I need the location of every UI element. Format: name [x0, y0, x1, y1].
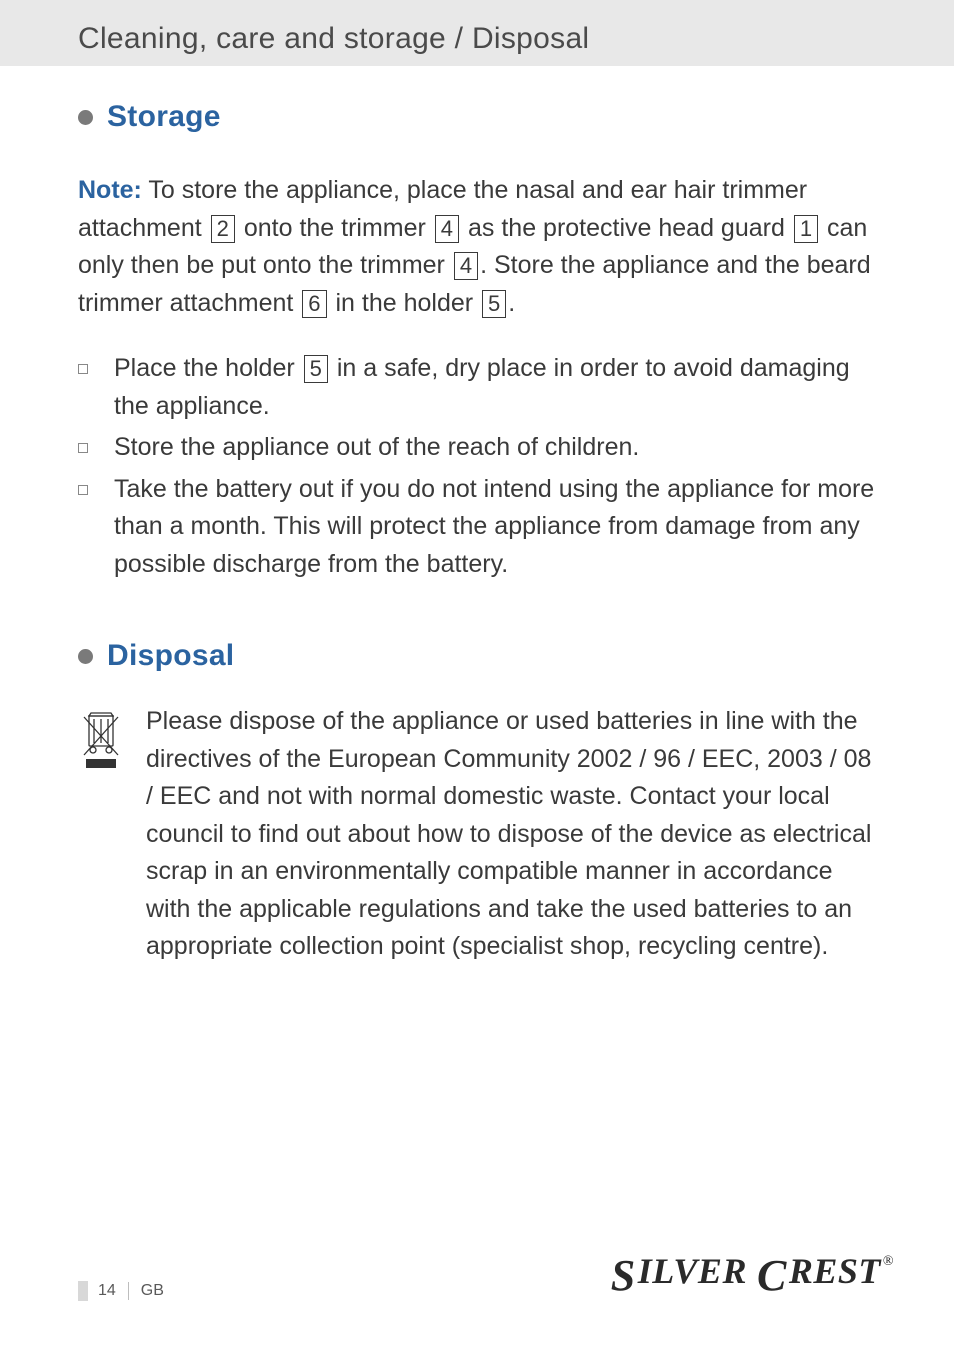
brand-part-d: REST	[789, 1250, 881, 1292]
brand-logo: SILVERCREST®	[611, 1250, 894, 1301]
disposal-text: Please dispose of the appliance or used …	[146, 703, 876, 966]
footer-divider-icon	[128, 1282, 129, 1300]
section-title-storage: Storage	[107, 100, 221, 134]
bullet-dot-icon	[78, 649, 93, 664]
ref-box-6: 6	[302, 290, 326, 318]
square-bullet-icon	[78, 364, 88, 374]
note-text-3: as the protective head guard	[461, 214, 792, 242]
section-title-disposal: Disposal	[107, 639, 234, 673]
page-header-title: Cleaning, care and storage / Disposal	[78, 22, 954, 56]
footer-tick-icon	[78, 1281, 88, 1301]
note-text-7: .	[508, 289, 515, 317]
page-footer: 14 GB SILVERCREST®	[78, 1250, 894, 1301]
section-head-storage: Storage	[78, 100, 876, 134]
section-head-disposal: Disposal	[78, 639, 876, 673]
brand-registered: ®	[883, 1254, 894, 1270]
bullet-text-2: Store the appliance out of the reach of …	[114, 429, 639, 467]
square-bullet-icon	[78, 443, 88, 453]
page-number: 14	[98, 1282, 116, 1300]
bullet-1a: Place the holder	[114, 354, 302, 382]
bullet-text-3: Take the battery out if you do not inten…	[114, 471, 876, 584]
page-lang: GB	[141, 1282, 164, 1300]
storage-note-paragraph: Note: To store the appliance, place the …	[78, 172, 876, 322]
bullet-dot-icon	[78, 110, 93, 125]
ref-box-2: 2	[211, 215, 235, 243]
page-content: Storage Note: To store the appliance, pl…	[0, 100, 954, 966]
disposal-block: Please dispose of the appliance or used …	[78, 703, 876, 966]
header-band: Cleaning, care and storage / Disposal	[0, 0, 954, 66]
ref-box-5b: 5	[304, 355, 328, 383]
bullet-text-1: Place the holder 5 in a safe, dry place …	[114, 350, 876, 425]
ref-box-4b: 4	[454, 252, 478, 280]
note-text-2: onto the trimmer	[237, 214, 433, 242]
weee-bin-icon	[78, 709, 124, 966]
ref-box-5a: 5	[482, 290, 506, 318]
square-bullet-icon	[78, 485, 88, 495]
note-text-6: in the holder	[329, 289, 481, 317]
brand-part-c: C	[757, 1250, 787, 1301]
ref-box-1: 1	[794, 215, 818, 243]
storage-bullet-list: Place the holder 5 in a safe, dry place …	[78, 350, 876, 583]
list-item: Take the battery out if you do not inten…	[78, 471, 876, 584]
brand-part-b: ILVER	[638, 1250, 747, 1292]
ref-box-4a: 4	[435, 215, 459, 243]
note-label: Note:	[78, 176, 142, 204]
list-item: Store the appliance out of the reach of …	[78, 429, 876, 467]
list-item: Place the holder 5 in a safe, dry place …	[78, 350, 876, 425]
page-number-cell: 14 GB	[78, 1281, 164, 1301]
brand-part-a: S	[611, 1250, 636, 1301]
